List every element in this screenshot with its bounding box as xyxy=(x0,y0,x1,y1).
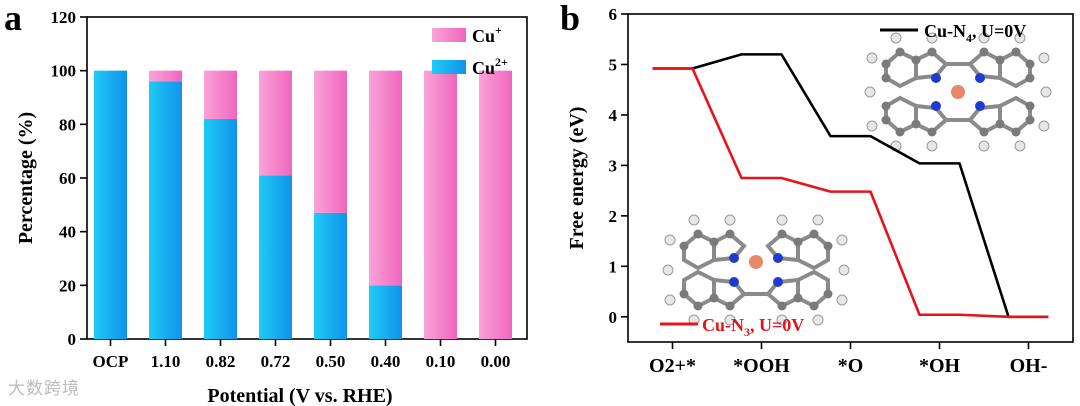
x-tick-label: 0.00 xyxy=(481,352,511,371)
y-tick-label: 120 xyxy=(51,8,77,27)
panel-a-y-axis: 0 20 40 60 80 100 120 xyxy=(51,8,87,349)
bar-cu2plus-1.10 xyxy=(149,81,182,340)
x-tick-label: O2+* xyxy=(649,355,696,377)
bar-cuplus-0.82 xyxy=(204,70,237,119)
y-tick-label: 4 xyxy=(609,106,618,125)
panel-a-label: a xyxy=(4,0,22,38)
bar-cuplus-0.50 xyxy=(314,70,347,213)
panel-a-bars xyxy=(94,70,512,340)
panel-a-y-axis-title: Percentage (%) xyxy=(15,112,37,244)
x-tick-label: 0.50 xyxy=(316,352,346,371)
x-tick-label: 1.10 xyxy=(151,352,181,371)
y-tick-label: 80 xyxy=(59,115,76,134)
y-tick-label: 6 xyxy=(609,5,618,24)
energy-profile-cu-n3 xyxy=(652,67,1049,319)
y-tick-label: 20 xyxy=(59,276,76,295)
energy-profile-cu-n4 xyxy=(652,53,1049,319)
bar-cu2plus-0.72 xyxy=(259,175,292,339)
x-tick-label: *O xyxy=(838,355,864,377)
y-tick-label: 100 xyxy=(51,62,77,81)
bar-cuplus-0.00 xyxy=(479,70,512,340)
bar-cuplus-1.10 xyxy=(149,70,182,82)
y-tick-label: 5 xyxy=(609,55,618,74)
y-tick-label: 40 xyxy=(59,223,76,242)
x-tick-label: 0.40 xyxy=(371,352,401,371)
x-tick-label: 0.10 xyxy=(426,352,456,371)
bar-cuplus-0.40 xyxy=(369,70,402,286)
panel-b-label: b xyxy=(560,0,580,38)
panel-b-y-axis: 0 1 2 3 4 5 6 xyxy=(609,5,628,327)
bar-cu2plus-0.50 xyxy=(314,212,347,339)
y-tick-label: 1 xyxy=(609,257,618,276)
legend-swatch-cu-2plus xyxy=(432,60,466,74)
x-tick-label: 0.72 xyxy=(261,352,291,371)
panel-b-x-axis: O2+* *OOH *O *OH OH- xyxy=(649,342,1047,377)
bar-cu2plus-0.40 xyxy=(369,285,402,339)
bar-cuplus-0.10 xyxy=(424,70,457,340)
panel-b-legend-cu-n4: Cu-N4, U=0V xyxy=(880,21,1026,45)
y-tick-label: 3 xyxy=(609,156,618,175)
legend-swatch-cu-plus xyxy=(432,28,466,42)
panel-b-legend-cu-n3: Cu-N3, U=0V xyxy=(660,315,804,339)
x-tick-label: OH- xyxy=(1010,355,1048,377)
panel-a-legend: Cu+ Cu2+ xyxy=(432,23,508,78)
x-tick-label: *OOH xyxy=(733,355,790,377)
panel-a-x-axis-title: Potential (V vs. RHE) xyxy=(207,385,392,406)
bar-cuplus-0.72 xyxy=(259,70,292,176)
cu-n4-structure-icon xyxy=(864,32,1052,152)
panel-a-bar-chart: a 0 20 40 60 80 100 120 OCP 1.10 0.82 0.72 0.50 0.4… xyxy=(4,0,528,406)
legend-label-cu-n4: Cu-N4, U=0V xyxy=(924,21,1026,45)
cu-n3-structure-icon xyxy=(662,214,850,326)
panel-a-x-axis: OCP 1.10 0.82 0.72 0.50 0.40 0.10 0.00 xyxy=(93,339,511,371)
x-tick-label: OCP xyxy=(93,352,129,371)
x-tick-label: *OH xyxy=(919,355,961,377)
panel-b-y-axis-title: Free energy (eV) xyxy=(566,107,588,250)
watermark: 大数跨境 xyxy=(8,379,80,399)
bar-cu2plus-OCP xyxy=(94,70,127,340)
y-tick-label: 60 xyxy=(59,169,76,188)
legend-label-cu-plus: Cu+ xyxy=(472,23,502,46)
x-tick-label: 0.82 xyxy=(206,352,236,371)
y-tick-label: 0 xyxy=(68,330,77,349)
panel-b-plot-frame xyxy=(627,13,1074,343)
y-tick-label: 2 xyxy=(609,207,618,226)
panel-b-free-energy-chart: b 0 1 2 3 4 5 6 O2+* *OOH *O *OH OH- Free energy (… xyxy=(560,0,1074,377)
panel-b-energy-profiles xyxy=(652,53,1049,319)
bar-cu2plus-0.82 xyxy=(204,118,237,339)
y-tick-label: 0 xyxy=(609,308,618,327)
legend-label-cu-2plus: Cu2+ xyxy=(472,55,508,78)
legend-label-cu-n3: Cu-N3, U=0V xyxy=(702,315,804,339)
